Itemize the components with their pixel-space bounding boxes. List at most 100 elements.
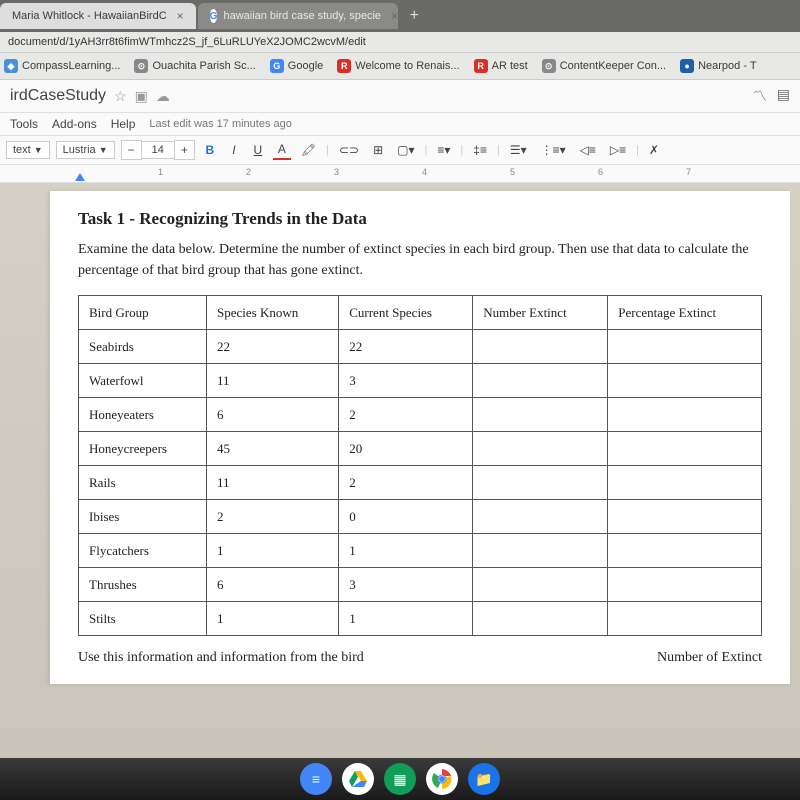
table-cell[interactable] (473, 466, 608, 500)
menu-help[interactable]: Help (111, 117, 136, 131)
bookmark-item[interactable]: GGoogle (270, 59, 323, 73)
sheets-icon[interactable]: ▦ (384, 763, 416, 795)
bullet-list-button[interactable]: ⋮≡▾ (537, 141, 570, 159)
table-cell[interactable] (608, 398, 762, 432)
table-cell[interactable] (473, 398, 608, 432)
ruler[interactable]: 1234567 (0, 165, 800, 183)
table-cell[interactable]: Stilts (79, 602, 207, 636)
chrome-icon[interactable] (426, 763, 458, 795)
clear-formatting-button[interactable]: ✗ (645, 141, 663, 159)
increase-font-button[interactable]: + (174, 140, 195, 160)
table-cell[interactable] (473, 534, 608, 568)
browser-tab-active[interactable]: Maria Whitlock - HawaiianBirdC × (0, 3, 196, 29)
table-header-cell[interactable]: Percentage Extinct (608, 296, 762, 330)
move-icon[interactable]: ▣ (135, 88, 148, 105)
table-cell[interactable]: 1 (339, 602, 473, 636)
bold-button[interactable]: B (201, 141, 219, 159)
table-cell[interactable] (608, 330, 762, 364)
table-cell[interactable]: Honeycreepers (79, 432, 207, 466)
table-cell[interactable]: 1 (339, 534, 473, 568)
table-cell[interactable]: 22 (339, 330, 473, 364)
table-cell[interactable]: Waterfowl (79, 364, 207, 398)
close-icon[interactable]: × (177, 9, 184, 23)
bookmark-item[interactable]: ⊙Ouachita Parish Sc... (134, 59, 255, 73)
table-cell[interactable]: 45 (206, 432, 338, 466)
table-cell[interactable] (473, 500, 608, 534)
checklist-button[interactable]: ☰▾ (506, 141, 531, 159)
doc-title[interactable]: irdCaseStudy (10, 87, 106, 105)
bookmark-item[interactable]: RAR test (474, 59, 528, 73)
new-tab-button[interactable]: + (400, 7, 429, 25)
url-bar[interactable]: document/d/1yAH3rr8t6fimWTmhcz2S_jf_6LuR… (0, 32, 800, 53)
table-cell[interactable] (608, 466, 762, 500)
data-table[interactable]: Bird GroupSpecies KnownCurrent SpeciesNu… (78, 295, 762, 636)
highlight-button[interactable]: 🖍 (297, 141, 320, 159)
table-cell[interactable] (608, 568, 762, 602)
table-cell[interactable]: 1 (206, 602, 338, 636)
table-cell[interactable] (473, 568, 608, 602)
table-cell[interactable] (473, 432, 608, 466)
table-header-cell[interactable]: Current Species (339, 296, 473, 330)
table-cell[interactable] (473, 330, 608, 364)
table-cell[interactable]: Flycatchers (79, 534, 207, 568)
style-dropdown[interactable]: text ▼ (6, 141, 50, 159)
align-button[interactable]: ≡▾ (433, 141, 454, 159)
table-cell[interactable] (473, 364, 608, 398)
table-cell[interactable]: Honeyeaters (79, 398, 207, 432)
table-cell[interactable]: 11 (206, 364, 338, 398)
table-cell[interactable]: 20 (339, 432, 473, 466)
table-cell[interactable] (473, 602, 608, 636)
table-header-cell[interactable]: Number Extinct (473, 296, 608, 330)
table-cell[interactable]: Ibises (79, 500, 207, 534)
star-icon[interactable]: ☆ (114, 88, 127, 105)
table-cell[interactable] (608, 534, 762, 568)
files-icon[interactable]: 📁 (468, 763, 500, 795)
image-button[interactable]: ▢▾ (393, 141, 418, 159)
bookmark-item[interactable]: ⊙ContentKeeper Con... (542, 59, 666, 73)
table-cell[interactable]: 11 (206, 466, 338, 500)
browser-tab-inactive[interactable]: G hawaiian bird case study, specie × (198, 3, 398, 29)
comment-history-icon[interactable]: ▤ (777, 86, 790, 106)
table-cell[interactable]: 2 (339, 466, 473, 500)
decrease-font-button[interactable]: − (121, 140, 142, 160)
comment-button[interactable]: ⊞ (369, 141, 387, 159)
table-cell[interactable]: 22 (206, 330, 338, 364)
font-dropdown[interactable]: Lustria ▼ (56, 141, 115, 159)
docs-icon[interactable]: ≡ (300, 763, 332, 795)
table-cell[interactable]: 3 (339, 568, 473, 602)
indent-increase-button[interactable]: ▷≡ (606, 141, 630, 159)
table-cell[interactable]: 0 (339, 500, 473, 534)
text-color-button[interactable]: A (273, 140, 291, 160)
menu-tools[interactable]: Tools (10, 117, 38, 131)
last-edit-text[interactable]: Last edit was 17 minutes ago (149, 118, 291, 130)
table-cell[interactable]: 6 (206, 568, 338, 602)
font-size-value[interactable]: 14 (142, 141, 174, 159)
underline-button[interactable]: U (249, 141, 267, 159)
table-cell[interactable] (608, 364, 762, 398)
table-cell[interactable]: 2 (339, 398, 473, 432)
close-icon[interactable]: × (391, 9, 398, 23)
line-spacing-button[interactable]: ‡≡ (469, 141, 491, 159)
table-cell[interactable]: 3 (339, 364, 473, 398)
bookmark-item[interactable]: RWelcome to Renais... (337, 59, 459, 73)
table-header-cell[interactable]: Species Known (206, 296, 338, 330)
document-page[interactable]: Task 1 - Recognizing Trends in the Data … (50, 191, 790, 684)
table-cell[interactable]: 6 (206, 398, 338, 432)
table-cell[interactable] (608, 500, 762, 534)
menu-add-ons[interactable]: Add-ons (52, 117, 97, 131)
bookmark-item[interactable]: ●Nearpod - T (680, 59, 757, 73)
bookmark-item[interactable]: ◆CompassLearning... (4, 59, 120, 73)
table-cell[interactable]: 2 (206, 500, 338, 534)
table-cell[interactable]: Thrushes (79, 568, 207, 602)
table-header-cell[interactable]: Bird Group (79, 296, 207, 330)
table-cell[interactable] (608, 432, 762, 466)
table-cell[interactable]: Seabirds (79, 330, 207, 364)
indent-decrease-button[interactable]: ◁≡ (576, 141, 600, 159)
link-button[interactable]: ⊂⊃ (335, 141, 363, 159)
italic-button[interactable]: I (225, 141, 243, 159)
table-cell[interactable]: Rails (79, 466, 207, 500)
trending-icon[interactable]: 〽 (753, 86, 767, 106)
table-cell[interactable] (608, 602, 762, 636)
drive-icon[interactable] (342, 763, 374, 795)
table-cell[interactable]: 1 (206, 534, 338, 568)
